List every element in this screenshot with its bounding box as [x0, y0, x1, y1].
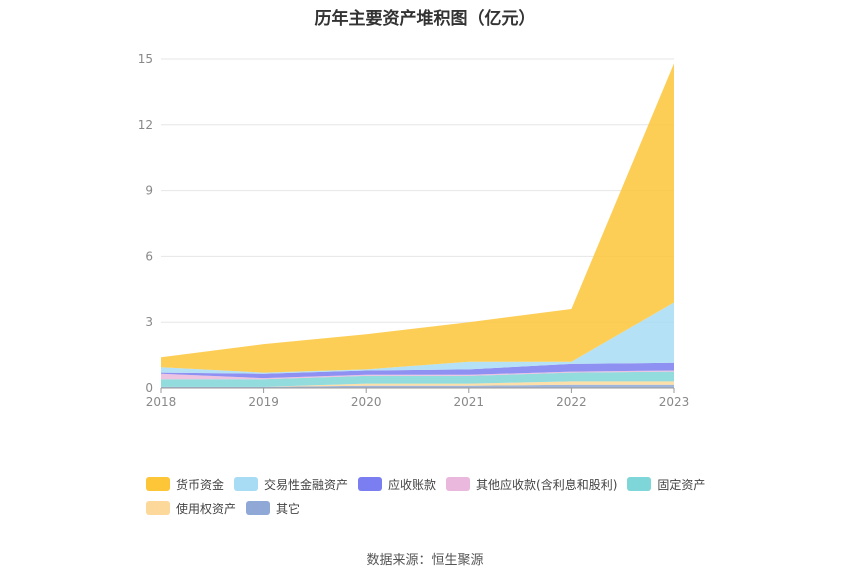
area-series	[161, 362, 674, 379]
y-tick-label: 6	[145, 249, 153, 263]
legend-label: 应收账款	[388, 477, 437, 492]
legend-item[interactable]: 货币资金	[146, 472, 224, 496]
y-tick-label: 12	[138, 118, 153, 132]
legend-swatch	[446, 477, 471, 491]
data-source-note: 数据来源：恒生聚源	[366, 553, 484, 568]
legend-swatch	[246, 501, 271, 515]
legend-label: 使用权资产	[176, 501, 237, 516]
y-tick-label: 9	[145, 184, 153, 198]
legend-item[interactable]: 应收账款	[358, 472, 436, 496]
legend-label: 固定资产	[657, 477, 706, 492]
legend-swatch	[627, 477, 652, 491]
legend-item[interactable]: 使用权资产	[146, 496, 236, 520]
legend-item[interactable]: 固定资产	[627, 472, 705, 496]
x-tick-label: 2022	[556, 395, 587, 409]
legend-swatch	[234, 477, 259, 491]
x-tick-label: 2019	[248, 395, 279, 409]
legend-swatch	[146, 501, 170, 515]
legend-item[interactable]: 其它	[246, 496, 300, 520]
legend-swatch	[358, 477, 383, 491]
x-tick-label: 2023	[659, 395, 690, 409]
legend-item[interactable]: 其他应收款(含利息和股利)	[446, 472, 617, 496]
chart-title: 历年主要资产堆积图（亿元）	[314, 9, 536, 29]
x-tick-label: 2018	[146, 395, 177, 409]
chart-legend: 货币资金 交易性金融资产 应收账款 其他应收款(含利息和股利) 固定资产使用权资产 其它	[146, 472, 746, 520]
x-tick-label: 2021	[454, 395, 485, 409]
area-series	[161, 381, 674, 387]
legend-label: 交易性金融资产	[264, 477, 349, 492]
area-series	[161, 371, 674, 387]
y-tick-label: 3	[145, 315, 153, 329]
stacked-area-chart: 0 3 6 9 12 15 2018 2019 2020 2021 2022 2023	[138, 52, 690, 409]
area-series	[161, 370, 674, 380]
area-series	[161, 63, 674, 373]
legend-label: 其他应收款(含利息和股利)	[476, 477, 618, 492]
x-tick-label: 2020	[351, 395, 382, 409]
legend-label: 货币资金	[176, 477, 225, 492]
legend-item[interactable]: 交易性金融资产	[234, 472, 348, 496]
legend-swatch	[146, 477, 170, 491]
legend-label: 其它	[276, 501, 301, 516]
y-tick-label: 15	[138, 52, 153, 66]
area-series	[161, 384, 674, 388]
y-tick-label: 0	[145, 381, 153, 395]
